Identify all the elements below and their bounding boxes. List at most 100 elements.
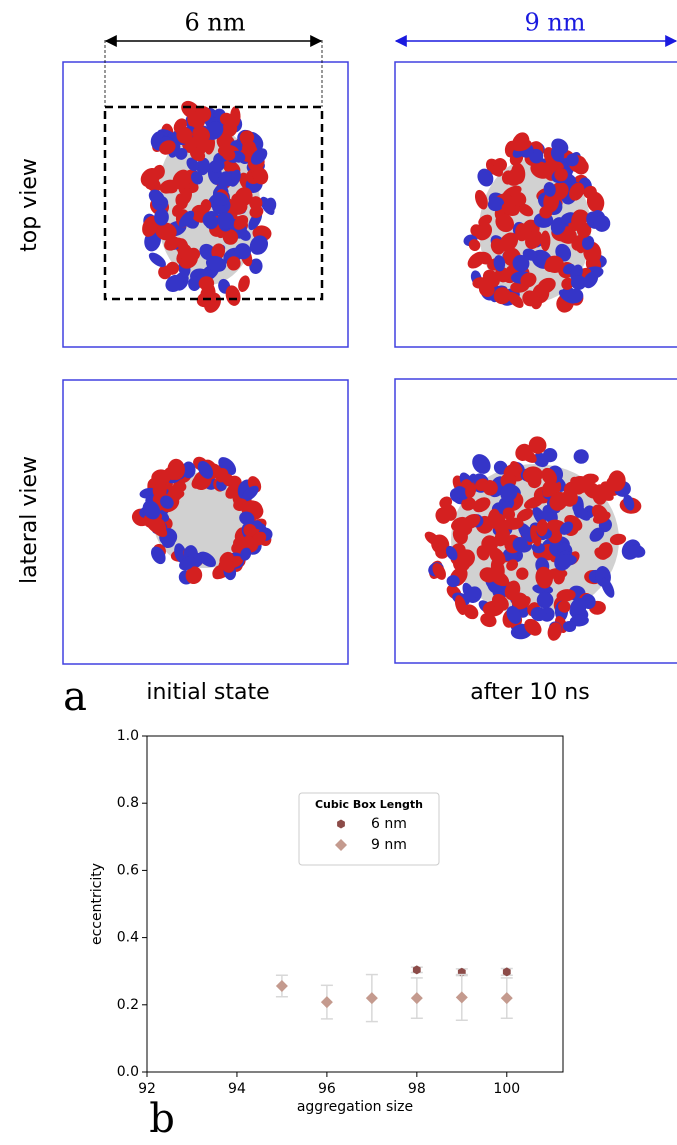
legend-label: 9 nm (371, 837, 407, 853)
legend-title: Cubic Box Length (315, 798, 423, 811)
bead (177, 238, 189, 254)
bead (530, 161, 552, 179)
box (62, 379, 349, 665)
bead (477, 168, 494, 187)
bead (479, 567, 498, 583)
bead (159, 140, 176, 155)
bead (454, 486, 469, 500)
bead (583, 271, 599, 289)
bead (541, 467, 557, 486)
bead (173, 118, 187, 134)
panel-a: 6 nm 9 nm top view lateral view a initia… (17, 9, 677, 720)
bead (623, 494, 635, 511)
bead (242, 140, 256, 155)
bead (537, 277, 556, 294)
bead (225, 285, 241, 306)
panel-label: a (63, 674, 87, 720)
bead (468, 239, 481, 252)
bead (238, 275, 250, 293)
bead (472, 454, 491, 474)
bead (520, 272, 537, 288)
y-tick-label: 0.4 (117, 930, 139, 946)
bead (217, 212, 234, 230)
bead (482, 480, 498, 496)
bead (186, 157, 199, 172)
bead (196, 157, 210, 176)
bead (608, 470, 626, 492)
y-tick-label: 0.6 (117, 862, 139, 878)
bead (554, 168, 568, 182)
box (394, 378, 677, 664)
bead (233, 214, 249, 230)
bead (573, 449, 589, 464)
bead (185, 566, 203, 585)
bead (583, 185, 597, 199)
bead (171, 204, 183, 217)
bead (478, 214, 493, 227)
bead (226, 256, 241, 271)
bead (592, 511, 611, 524)
x-tick-label: 92 (138, 1081, 156, 1097)
y-tick-label: 0.2 (117, 997, 139, 1013)
bead (512, 139, 532, 152)
column-label: initial state (146, 680, 269, 705)
bead (225, 482, 242, 499)
row-label: top view (17, 158, 42, 252)
point (275, 979, 288, 992)
bead (530, 296, 543, 310)
bead (593, 215, 611, 232)
bead (536, 519, 548, 537)
bead (200, 199, 212, 213)
bead (148, 252, 166, 268)
bead (522, 466, 543, 484)
bead (495, 213, 515, 233)
box (394, 61, 677, 348)
bead (609, 533, 627, 546)
row-label: lateral view (17, 456, 42, 584)
legend-box (298, 792, 440, 866)
y-tick-label: 1.0 (117, 728, 139, 744)
bead (174, 543, 187, 563)
bead (140, 167, 161, 188)
bead (542, 448, 558, 463)
bead (222, 149, 236, 161)
bead (197, 460, 214, 479)
bead (528, 436, 547, 454)
bead (493, 158, 507, 172)
bead (515, 443, 532, 461)
bead (195, 138, 210, 157)
legend-label: 6 nm (371, 816, 407, 832)
bead (462, 582, 476, 603)
bead (512, 536, 528, 553)
bead (536, 591, 554, 609)
y-tick-label: 0.8 (117, 795, 139, 811)
bead (219, 112, 234, 126)
bead (239, 511, 255, 526)
bead (506, 559, 519, 571)
bead (252, 531, 267, 546)
bead (204, 215, 219, 230)
bead (507, 292, 524, 308)
bead (146, 517, 166, 532)
x-tick-label: 100 (493, 1081, 520, 1097)
y-axis-label: eccentricity (89, 863, 105, 945)
bead (164, 236, 180, 251)
bead (516, 508, 534, 522)
point (500, 992, 513, 1005)
bead (217, 171, 232, 187)
bead (629, 544, 646, 558)
chart: 0.0 0.2 0.4 0.6 0.8 1.0 92 94 96 98 100 aggregation… (89, 728, 564, 1115)
bead (151, 546, 166, 565)
bead (569, 478, 585, 495)
bead (142, 500, 161, 520)
bead (558, 600, 571, 613)
bead (233, 498, 248, 511)
bead (154, 208, 169, 226)
molecule-render (131, 100, 646, 641)
bead (550, 146, 565, 162)
x-tick-label: 96 (318, 1081, 336, 1097)
bead (500, 483, 518, 502)
bead (181, 461, 196, 479)
bead (581, 235, 595, 250)
